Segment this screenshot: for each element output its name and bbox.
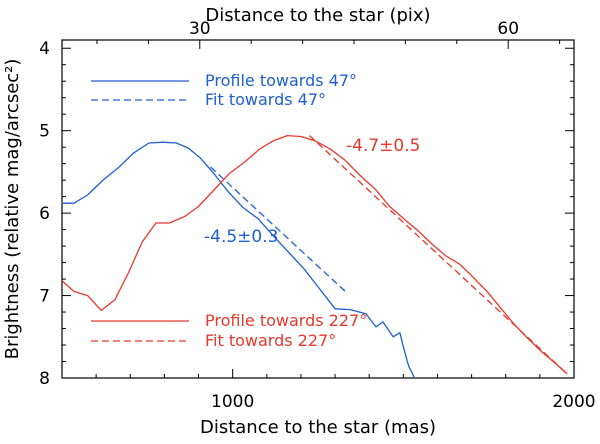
- top-tick-label: 30: [189, 19, 211, 39]
- x-tick-label: 2000: [552, 392, 595, 412]
- series-line-0: [62, 141, 416, 378]
- legend-label: Fit towards 47°: [205, 90, 326, 109]
- axis-labels: Distance to the star (mas) Distance to t…: [2, 5, 436, 438]
- y-tick-label: 6: [39, 204, 50, 224]
- legend-label: Profile towards 227°: [205, 311, 367, 330]
- axis-ticks: 1000 2000 30 60 4 5 6 7 8: [39, 19, 595, 412]
- y-axis-title: Brightness (relative mag/arcsec²): [2, 59, 23, 360]
- y-tick-label: 8: [39, 369, 50, 389]
- top-axis-title: Distance to the star (pix): [205, 5, 430, 26]
- legend: Profile towards 47°Fit towards 47° Profil…: [91, 71, 367, 350]
- annotation-red-slope: -4.7±0.5: [346, 136, 420, 156]
- x-tick-label: 1000: [211, 392, 254, 412]
- data-series: [62, 134, 568, 378]
- series-line-2: [62, 134, 568, 375]
- plot-frame: [61, 39, 575, 379]
- legend-label: Profile towards 47°: [205, 71, 357, 90]
- top-tick-label: 60: [497, 19, 519, 39]
- annotations: -4.5±0.3 -4.7±0.5: [204, 136, 420, 247]
- legend-label: Fit towards 227°: [205, 331, 336, 350]
- series-line-3: [309, 135, 568, 375]
- annotation-blue-slope: -4.5±0.3: [204, 227, 278, 247]
- y-tick-label: 5: [39, 122, 50, 142]
- series-line-1: [210, 166, 346, 292]
- x-axis-title: Distance to the star (mas): [200, 417, 436, 438]
- y-tick-label: 4: [39, 39, 50, 59]
- y-tick-label: 7: [39, 287, 50, 307]
